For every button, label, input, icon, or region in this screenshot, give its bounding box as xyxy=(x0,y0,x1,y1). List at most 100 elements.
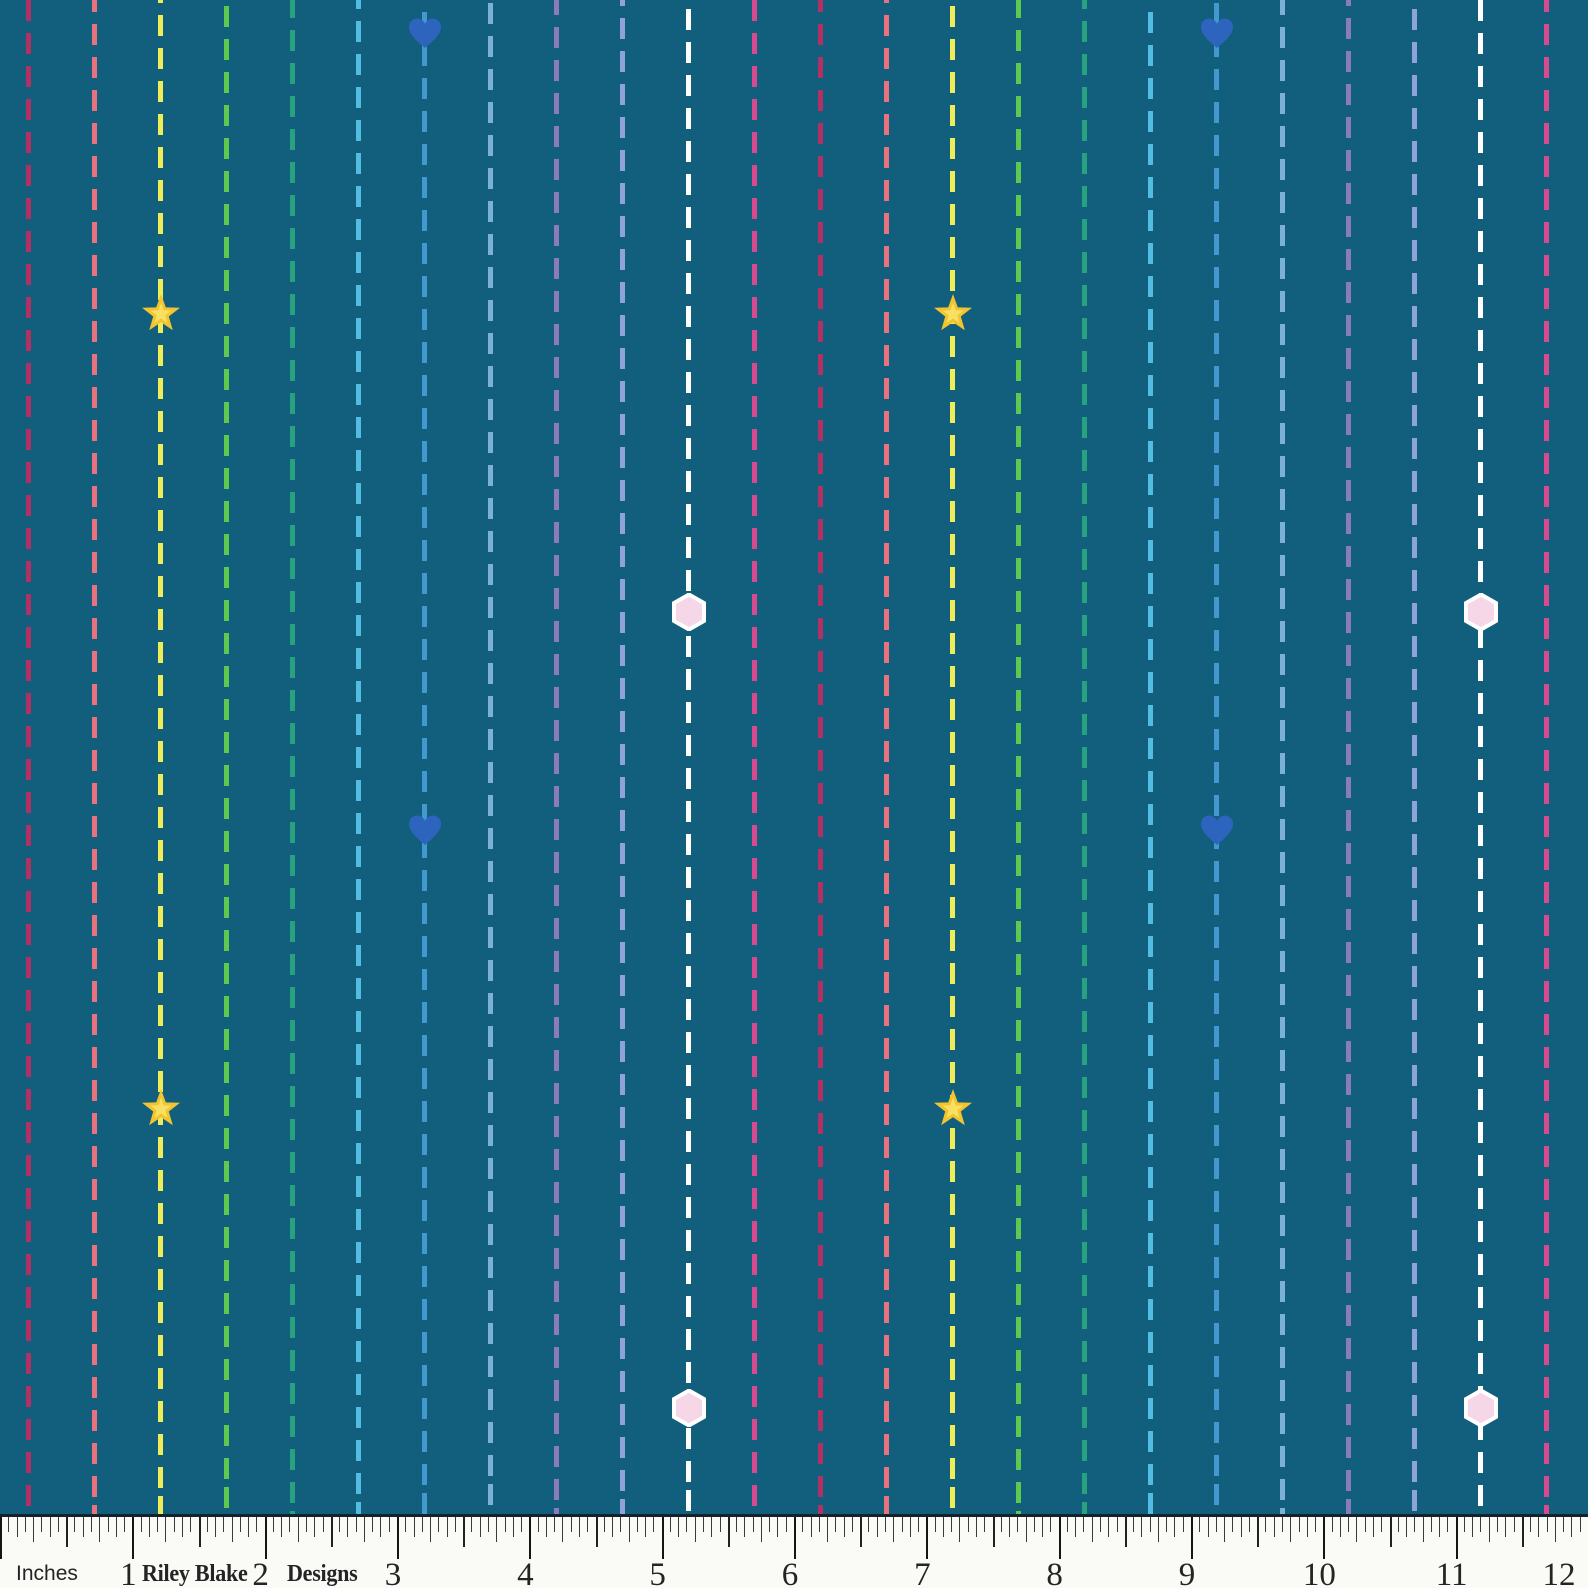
ruler-tick xyxy=(90,1517,92,1532)
dashed-stripe-cerulean xyxy=(1214,0,1219,1514)
inch-number-7: 7 xyxy=(914,1557,931,1588)
ruler-tick xyxy=(587,1517,589,1532)
ruler-tick xyxy=(57,1517,59,1532)
ruler-tick xyxy=(512,1517,514,1537)
ruler-tick xyxy=(893,1517,895,1542)
ruler-tick xyxy=(1513,1517,1515,1532)
ruler-tick xyxy=(272,1517,274,1532)
ruler-tick xyxy=(1207,1517,1209,1537)
ruler-tick xyxy=(1100,1517,1102,1532)
ruler-tick xyxy=(388,1517,390,1532)
inch-number-12: 12 xyxy=(1542,1557,1576,1588)
ruler-tick xyxy=(239,1517,241,1532)
inch-number-3: 3 xyxy=(384,1557,402,1588)
ruler-tick xyxy=(719,1517,721,1532)
ruler-tick xyxy=(215,1517,217,1537)
ruler-tick xyxy=(1215,1517,1217,1532)
ruler-tick xyxy=(694,1517,696,1542)
ruler-tick xyxy=(1455,1517,1458,1559)
ruler-tick xyxy=(347,1517,349,1537)
ruler-tick xyxy=(578,1517,580,1537)
inch-number-5: 5 xyxy=(649,1557,666,1588)
ruler-tick xyxy=(297,1517,299,1542)
ruler-tick xyxy=(198,1517,201,1547)
ruler-tick xyxy=(1033,1517,1035,1532)
ruler-tick xyxy=(636,1517,638,1532)
inch-number-6: 6 xyxy=(781,1557,799,1588)
inch-number-4: 4 xyxy=(517,1557,534,1588)
ruler-tick xyxy=(124,1517,126,1532)
dashed-stripe-sky-blue xyxy=(356,0,361,1514)
inch-number-1: 1 xyxy=(120,1557,137,1588)
ruler-tick xyxy=(901,1517,903,1532)
ruler-tick xyxy=(49,1517,51,1537)
ruler-tick xyxy=(463,1517,466,1547)
ruler-tick xyxy=(0,1517,2,1559)
inch-number-11: 11 xyxy=(1435,1557,1468,1588)
ruler-tick xyxy=(1025,1517,1027,1542)
ruler-tick xyxy=(1000,1517,1002,1532)
ruler-tick xyxy=(413,1517,415,1537)
ruler-tick xyxy=(1579,1517,1581,1532)
ruler-tick xyxy=(1430,1517,1432,1532)
ruler-tick xyxy=(1538,1517,1540,1537)
ruler-tick xyxy=(752,1517,754,1532)
ruler-tick xyxy=(1497,1517,1499,1532)
ruler-tick xyxy=(545,1517,547,1537)
hexagon-motif xyxy=(671,592,706,632)
ruler-tick xyxy=(595,1517,598,1547)
dashed-stripe-raspberry xyxy=(26,0,31,1514)
ruler-tick xyxy=(1397,1517,1399,1532)
ruler-tick xyxy=(405,1517,407,1532)
ruler-tick xyxy=(1257,1517,1260,1547)
dashed-stripe-emerald xyxy=(1082,0,1087,1514)
ruler-tick xyxy=(967,1517,969,1532)
ruler-tick xyxy=(1116,1517,1118,1532)
ruler-tick xyxy=(1157,1517,1159,1542)
ruler-tick xyxy=(703,1517,705,1532)
ruler-tick xyxy=(281,1517,283,1537)
dashed-stripe-yellow xyxy=(158,0,163,1514)
ruler-tick xyxy=(554,1517,556,1532)
ruler-tick xyxy=(314,1517,316,1537)
brand-designs: Designs xyxy=(287,1561,358,1587)
ruler-tick xyxy=(446,1517,448,1537)
ruler-tick xyxy=(1521,1517,1524,1547)
ruler-tick xyxy=(909,1517,911,1537)
ruler-tick xyxy=(1273,1517,1275,1537)
ruler-tick xyxy=(711,1517,713,1537)
ruler-tick xyxy=(306,1517,308,1532)
ruler-tick xyxy=(181,1517,183,1537)
ruler-tick xyxy=(975,1517,977,1537)
ruler-tick xyxy=(1315,1517,1317,1532)
ruler-unit-label: Inches xyxy=(16,1562,78,1585)
ruler-tick xyxy=(1017,1517,1019,1532)
ruler-tick xyxy=(1563,1517,1565,1532)
ruler-tick xyxy=(686,1517,688,1532)
ruler-tick xyxy=(1298,1517,1300,1532)
ruler-tick xyxy=(471,1517,473,1532)
ruler-tick xyxy=(66,1517,69,1547)
ruler-tick xyxy=(1381,1517,1383,1532)
ruler-tick xyxy=(1339,1517,1341,1537)
ruler-tick xyxy=(132,1517,135,1559)
ruler-tick xyxy=(744,1517,746,1537)
ruler-tick xyxy=(487,1517,489,1532)
ruler-tick xyxy=(1554,1517,1556,1542)
ruler-tick xyxy=(521,1517,523,1532)
dashed-stripe-raspberry xyxy=(818,0,823,1514)
heart-motif xyxy=(407,17,443,49)
ruler-tick xyxy=(115,1517,117,1537)
dashed-stripe-emerald xyxy=(290,0,295,1514)
ruler-tick xyxy=(1083,1517,1085,1532)
ruler-tick xyxy=(1248,1517,1250,1532)
dashed-stripe-green xyxy=(224,0,229,1514)
ruler-tick xyxy=(1265,1517,1267,1532)
ruler-tick xyxy=(82,1517,84,1537)
ruler-tick xyxy=(918,1517,920,1532)
ruler-tick xyxy=(206,1517,208,1532)
ruler-tick xyxy=(1149,1517,1151,1532)
ruler-tick xyxy=(231,1517,233,1542)
ruler-tick xyxy=(1066,1517,1068,1532)
